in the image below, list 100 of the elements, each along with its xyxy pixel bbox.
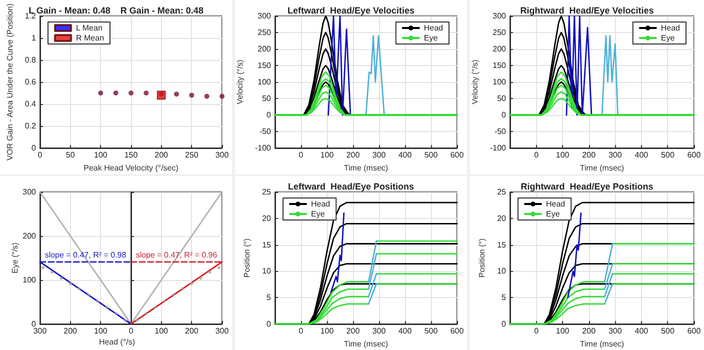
y-tick-label: 25 (497, 188, 507, 196)
y-tick-label: 300 (22, 188, 37, 196)
y-tick-label: 15 (497, 240, 507, 250)
x-tick-label: 300 (608, 326, 622, 336)
legend-label: Eye (660, 34, 676, 42)
x-tick-label: 600 (687, 326, 702, 336)
x-tick-label: 400 (398, 326, 412, 336)
x-tick-label: 200 (582, 150, 596, 160)
y-tick-label: 250 (258, 28, 272, 37)
y-tick-label: 20 (497, 214, 507, 223)
y-tick-label: 200 (492, 44, 507, 54)
legend-label: Eye (546, 210, 560, 218)
y-tick-label: 0.6 (24, 78, 37, 86)
x-axis-title: Head (°/s) (98, 338, 136, 346)
x-tick-label: 500 (661, 326, 675, 336)
legend-label: Eye (424, 34, 438, 42)
y-tick-label: 0.2 (24, 122, 37, 130)
y-tick-label: 0.8 (24, 56, 37, 64)
y-tick-label: 0 (502, 110, 507, 120)
legend-label: Head (311, 200, 330, 208)
y-tick-label: 5 (502, 293, 507, 302)
x-tick-label: 300 (372, 150, 386, 160)
x-axis-title: Time (msec) (580, 163, 624, 172)
x-tick-label: 0 (128, 326, 134, 336)
legend-label: Eye (311, 210, 326, 218)
y-tick-label: 200 (22, 232, 37, 240)
y-tick-label: 5 (266, 293, 272, 302)
y-tick-label: 25 (262, 188, 272, 196)
y-axis-title: Position (°) (478, 238, 487, 278)
x-axis-title: Time (msec) (344, 163, 388, 172)
chart-title: Leftward Head/Eye Velocities (287, 6, 415, 16)
y-tick-label: 100 (22, 276, 37, 284)
y-axis-title: Velocity (°/s) (470, 59, 480, 104)
x-tick-label: 200 (582, 326, 596, 336)
annotation: slope = 0.47, R² = 0.96 (136, 250, 218, 260)
y-tick-label: 0 (502, 320, 507, 328)
x-tick-label: 300 (215, 326, 230, 336)
x-axis-title: Time (msec) (580, 339, 624, 348)
x-axis-title: Peak Head Velocity (°/sec) (84, 163, 179, 172)
x-tick-label: 200 (184, 326, 199, 336)
x-tick-label: 200 (346, 150, 360, 160)
x-tick-label: 100 (320, 150, 334, 160)
x-tick-label: 300 (215, 150, 230, 160)
y-tick-label: -100 (254, 144, 272, 152)
y-tick-label: 0 (32, 320, 37, 328)
x-tick-label: 400 (634, 326, 649, 336)
y-tick-label: 15 (262, 240, 272, 250)
x-tick-label: 100 (154, 326, 169, 336)
x-tick-label: 0 (38, 150, 43, 160)
x-tick-label: 0 (534, 150, 540, 160)
y-tick-label: 20 (262, 214, 272, 223)
x-tick-label: 200 (154, 150, 169, 160)
x-tick-label: 400 (634, 150, 649, 160)
x-tick-label: 100 (556, 326, 570, 336)
y-tick-label: 100 (492, 78, 507, 86)
x-axis-title: Time (msec) (344, 339, 388, 348)
x-tick-label: 500 (661, 150, 675, 160)
y-tick-label: 0 (266, 110, 272, 120)
x-tick-label: 50 (66, 150, 76, 160)
y-tick-label: 1 (32, 34, 37, 42)
x-tick-label: 100 (556, 150, 570, 160)
y-tick-label: 250 (492, 28, 507, 37)
y-tick-label: 0 (266, 320, 272, 328)
y-axis-title: Eye (°/s) (10, 242, 20, 274)
y-tick-label: 0 (32, 144, 37, 152)
x-tick-label: 200 (346, 326, 360, 336)
legend-label: L Mean (76, 24, 102, 32)
y-tick-label: 1.2 (24, 12, 37, 20)
y-tick-label: 100 (258, 78, 272, 86)
y-tick-label: 300 (492, 12, 507, 20)
legend-label: R Mean (76, 34, 104, 42)
y-axis-title: Velocity (°/s) (236, 59, 245, 104)
x-tick-label: 500 (424, 150, 438, 160)
y-axis-title: VOR Gain - Area Under the Curve (Position) (5, 3, 14, 160)
legend-label: Head (424, 24, 443, 32)
x-tick-label: 400 (398, 150, 412, 160)
y-tick-label: 200 (258, 44, 272, 54)
y-tick-label: 150 (492, 61, 507, 70)
annotation: slope = 0.47, R² = 0.98 (44, 250, 127, 260)
x-tick-label: 600 (687, 150, 702, 160)
x-tick-label: 200 (64, 326, 78, 336)
y-tick-label: 50 (262, 94, 272, 103)
legend-label: Head (660, 24, 680, 32)
x-tick-label: 300 (608, 150, 622, 160)
chart-title: Rightward Head/Eye Velocities (520, 6, 654, 16)
y-tick-label: 10 (497, 266, 507, 276)
y-tick-label: -100 (490, 144, 507, 152)
y-tick-label: -50 (259, 127, 272, 136)
x-tick-label: 0 (298, 326, 304, 336)
y-tick-label: -50 (494, 127, 507, 136)
x-tick-label: 150 (124, 150, 138, 160)
chart-title: Leftward Head/Eye Positions (288, 182, 414, 192)
x-tick-label: 600 (450, 150, 464, 160)
y-tick-label: 150 (258, 61, 272, 70)
x-tick-label: 100 (320, 326, 334, 336)
x-tick-label: 250 (184, 150, 199, 160)
x-tick-label: 0 (298, 150, 304, 160)
x-tick-label: 300 (372, 326, 386, 336)
y-tick-label: 0.4 (24, 100, 37, 108)
x-tick-label: 0 (534, 326, 540, 336)
